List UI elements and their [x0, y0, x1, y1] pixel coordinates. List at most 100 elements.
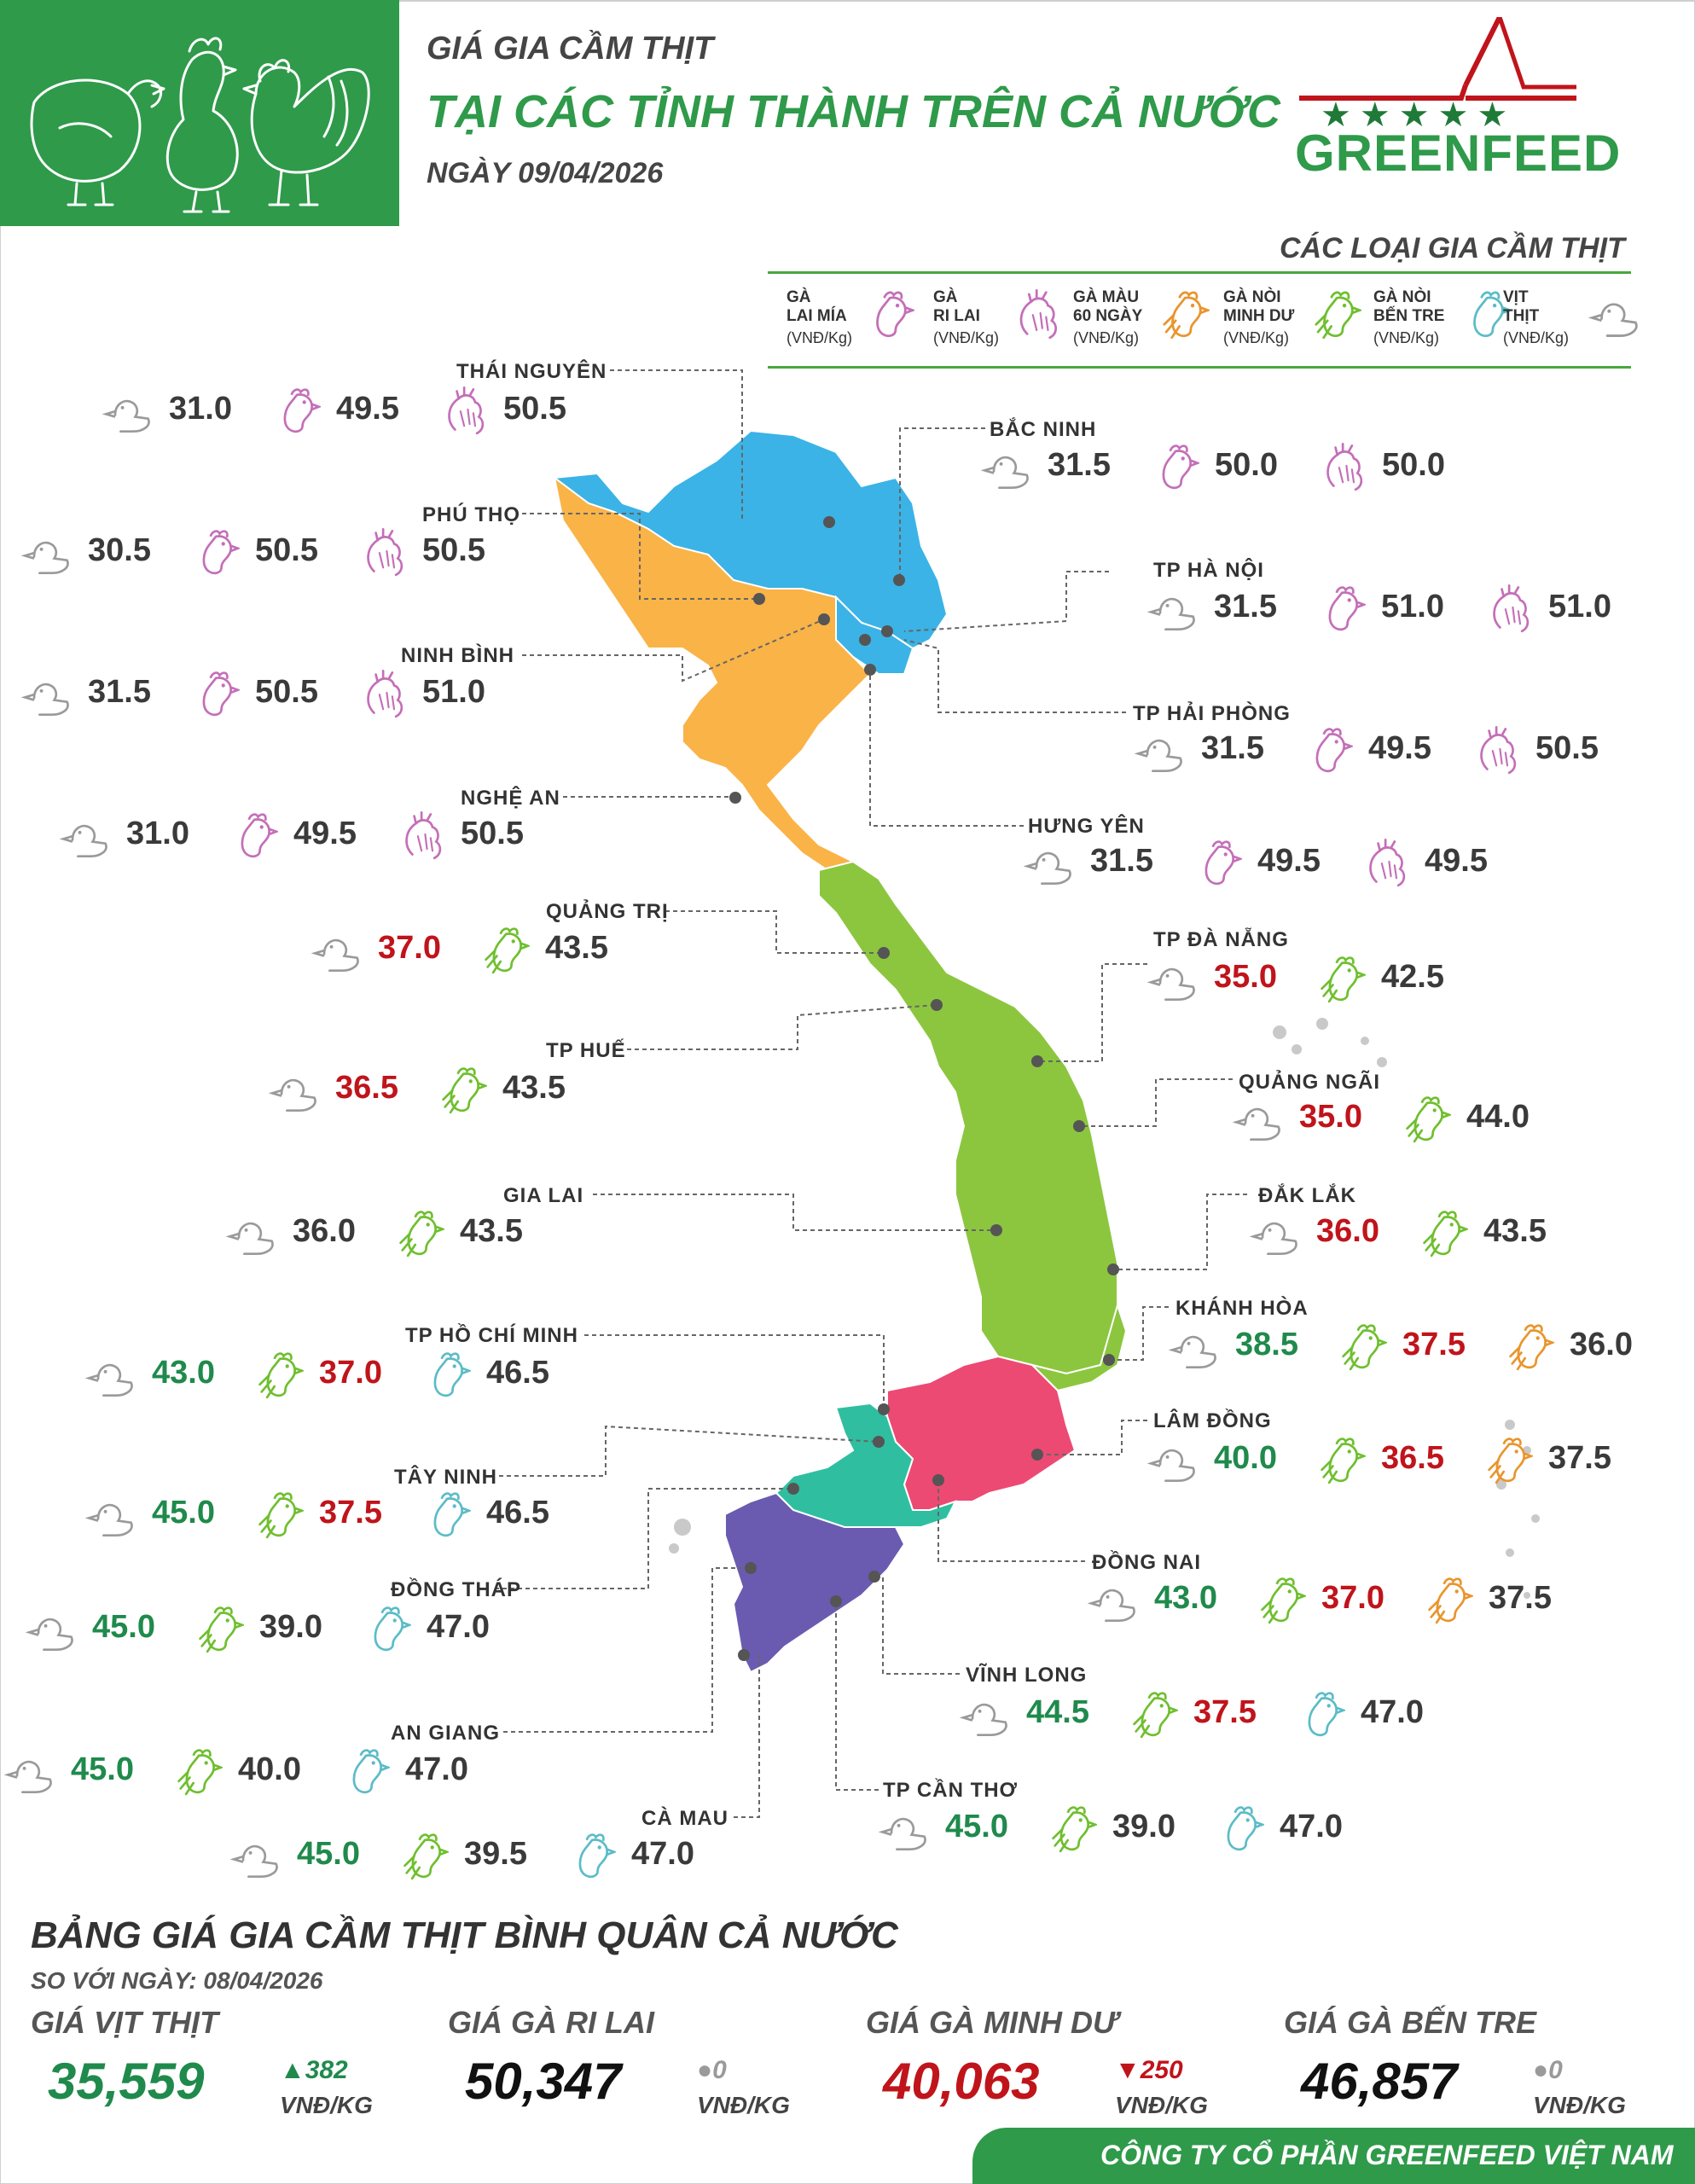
leader-line	[882, 1577, 960, 1675]
legend-item-name: GÀ MÀU 60 NGÀY	[1073, 288, 1143, 325]
logo-stars: ★★★★★	[1321, 96, 1517, 134]
ga-mau-icon	[1503, 1320, 1556, 1375]
price-value: 36.0	[1316, 1213, 1379, 1249]
province-name: NGHỆ AN	[461, 787, 560, 810]
minh-du-icon	[253, 1348, 305, 1403]
province-name: HƯNG YÊN	[1028, 815, 1145, 838]
province-dot	[753, 593, 765, 605]
province-dot	[823, 516, 835, 528]
leader-line	[869, 670, 1024, 827]
summary-value: 35,559	[48, 2053, 205, 2110]
summary-unit: VNĐ/KG	[280, 2092, 373, 2118]
province-name: ĐỒNG THÁP	[391, 1578, 521, 1601]
price-value: 50.0	[1382, 447, 1445, 483]
ri-lai-icon	[1315, 440, 1367, 496]
ri-lai-icon	[1469, 723, 1520, 779]
price-value: 46.5	[486, 1355, 549, 1391]
province-dot	[1103, 1354, 1115, 1366]
legend-item-unit: (VNĐ/Kg)	[933, 329, 1000, 346]
province-name: NINH BÌNH	[401, 644, 514, 667]
chickens-illustration	[30, 37, 370, 213]
lai-mia-icon	[1191, 836, 1244, 892]
province-dot	[931, 999, 943, 1011]
ri-lai-icon	[1358, 836, 1409, 892]
price-value: 44.0	[1466, 1099, 1530, 1135]
lai-mia-icon	[227, 809, 280, 864]
price-value: 39.0	[259, 1609, 322, 1645]
summary-delta: ●0	[1533, 2056, 1563, 2084]
province-name: CÀ MAU	[641, 1807, 729, 1830]
price-value: 50.5	[461, 816, 524, 851]
duck-icon	[3, 1745, 55, 1800]
price-value: 37.5	[319, 1495, 382, 1531]
province-dot	[1073, 1120, 1085, 1132]
ri-lai-icon	[356, 526, 407, 581]
minh-du-icon	[1336, 1320, 1389, 1375]
summary-unit: VNĐ/KG	[697, 2092, 790, 2118]
leader-line	[495, 1488, 793, 1589]
lai-mia-icon	[1302, 723, 1355, 779]
price-value: 51.0	[1381, 589, 1444, 624]
leader-line	[522, 513, 759, 600]
duck-icon	[1087, 1573, 1139, 1629]
province-dot	[878, 947, 890, 959]
province-name: AN GIANG	[391, 1722, 500, 1745]
price-value: 51.0	[422, 674, 485, 710]
price-value: 35.0	[1214, 959, 1277, 995]
leader-line	[665, 910, 884, 954]
province-name: PHÚ THỌ	[422, 503, 520, 526]
duck-icon	[84, 1488, 136, 1543]
price-value: 31.0	[169, 391, 232, 427]
ben-tre-icon	[565, 1829, 618, 1885]
price-value: 47.0	[427, 1609, 490, 1645]
province-name: TP CẦN THƠ	[883, 1779, 1019, 1802]
province-name: GIA LAI	[503, 1184, 584, 1207]
province-dot	[868, 1571, 880, 1583]
minh-du-icon	[1127, 1687, 1180, 1743]
duck-icon	[20, 667, 73, 723]
price-value: 37.0	[378, 930, 441, 966]
ben-tre-icon	[360, 1602, 413, 1658]
province-name: TP HỒ CHÍ MINH	[405, 1324, 578, 1347]
minh-du-icon	[1309, 287, 1363, 344]
price-value: 30.5	[88, 532, 151, 568]
price-value: 45.0	[297, 1836, 360, 1872]
province-name: TP HUẾ	[546, 1039, 626, 1062]
price-value: 40.0	[1214, 1440, 1277, 1476]
price-value: 47.0	[1280, 1809, 1343, 1844]
province-dot	[738, 1649, 750, 1661]
price-value: 50.5	[255, 674, 318, 710]
duck-icon	[1146, 1433, 1199, 1489]
leader-line	[522, 619, 825, 682]
ben-tre-icon	[1459, 287, 1513, 344]
summary-delta: ▼250	[1115, 2056, 1183, 2084]
province-dot	[745, 1562, 757, 1574]
leader-line	[1113, 1194, 1247, 1270]
minh-du-icon	[1417, 1206, 1470, 1262]
price-value: 36.0	[1570, 1327, 1633, 1362]
price-value: 43.5	[460, 1213, 523, 1249]
footer-company: CÔNG TY CỔ PHẦN GREENFEED VIỆT NAM	[1100, 2140, 1674, 2170]
price-value: 45.0	[152, 1495, 215, 1531]
page-date: NGÀY 09/04/2026	[427, 157, 664, 189]
duck-icon	[229, 1829, 282, 1885]
province-dot	[830, 1595, 842, 1607]
ri-lai-icon	[394, 809, 445, 864]
ben-tre-icon	[1213, 1802, 1266, 1857]
legend-item-name: VỊT THỊT	[1503, 288, 1540, 325]
legend-item-unit: (VNĐ/Kg)	[1373, 329, 1440, 346]
legend-box	[768, 271, 1631, 369]
province-name: TP HÀ NỘI	[1153, 559, 1264, 582]
price-value: 31.0	[126, 816, 189, 851]
page-subtitle: GIÁ GIA CẦM THỊT	[427, 31, 714, 67]
price-value: 36.5	[335, 1070, 398, 1106]
province-dot	[893, 574, 905, 586]
province-dot	[864, 664, 876, 676]
price-value: 45.0	[92, 1609, 155, 1645]
legend-item-name: GÀ RI LAI	[933, 288, 980, 325]
ben-tre-icon	[420, 1488, 473, 1543]
minh-du-icon	[171, 1745, 224, 1800]
province-dot	[1107, 1263, 1119, 1275]
duck-icon	[311, 923, 363, 979]
summary-value: 46,857	[1301, 2053, 1458, 2110]
